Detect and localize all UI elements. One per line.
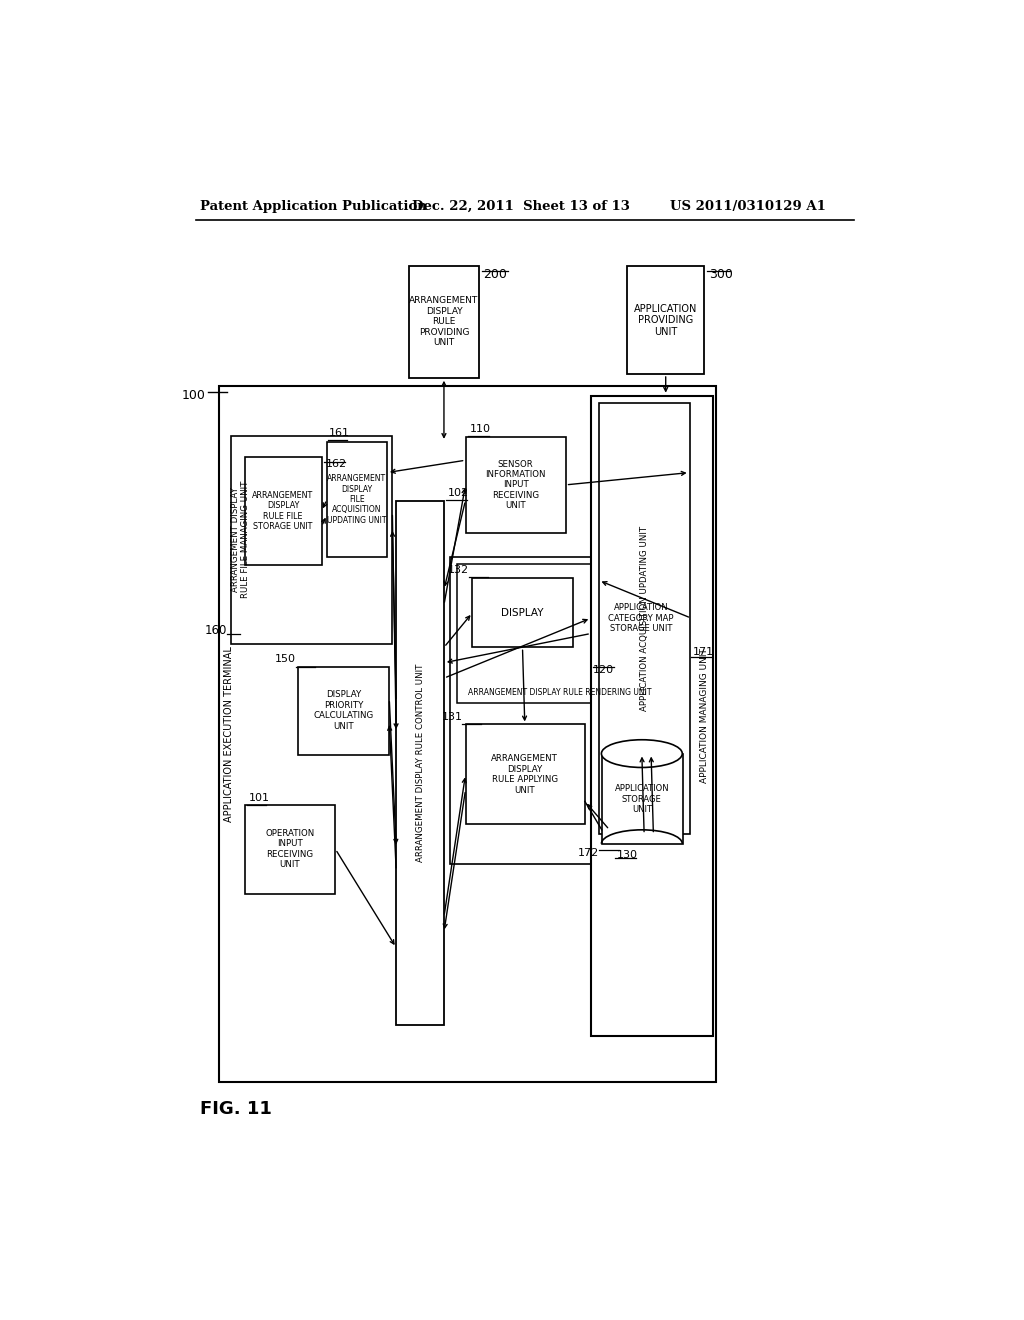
Text: ARRANGEMENT
DISPLAY
RULE APPLYING
UNIT: ARRANGEMENT DISPLAY RULE APPLYING UNIT (492, 754, 558, 795)
Bar (410, 267, 478, 378)
Bar (599, 404, 689, 834)
Text: ARRANGEMENT
DISPLAY
RULE FILE
STORAGE UNIT: ARRANGEMENT DISPLAY RULE FILE STORAGE UN… (252, 491, 313, 531)
Text: 200: 200 (483, 268, 507, 281)
Text: 300: 300 (709, 268, 733, 281)
Text: FIG. 11: FIG. 11 (200, 1101, 271, 1118)
Bar (472, 578, 572, 647)
Bar (628, 267, 705, 374)
Text: Dec. 22, 2011  Sheet 13 of 13: Dec. 22, 2011 Sheet 13 of 13 (412, 199, 630, 213)
Text: 102: 102 (447, 488, 469, 498)
Text: APPLICATION
CATEGORY MAP
STORAGE UNIT: APPLICATION CATEGORY MAP STORAGE UNIT (608, 603, 674, 634)
Text: 130: 130 (616, 850, 637, 859)
Bar (230, 436, 392, 644)
Bar (466, 725, 585, 825)
Bar (245, 805, 336, 894)
Text: APPLICATION EXECUTION TERMINAL: APPLICATION EXECUTION TERMINAL (224, 645, 234, 821)
Text: 132: 132 (449, 565, 469, 576)
Text: OPERATION
INPUT
RECEIVING
UNIT: OPERATION INPUT RECEIVING UNIT (265, 829, 314, 869)
Bar (327, 442, 387, 557)
Bar (451, 557, 611, 863)
Text: DISPLAY
PRIORITY
CALCULATING
UNIT: DISPLAY PRIORITY CALCULATING UNIT (313, 690, 374, 730)
Bar (219, 385, 716, 1082)
Bar (298, 667, 389, 755)
Text: DISPLAY: DISPLAY (501, 607, 544, 618)
Text: 172: 172 (578, 847, 599, 858)
Bar (602, 754, 683, 843)
Text: Patent Application Publication: Patent Application Publication (200, 199, 427, 213)
Text: SENSOR
INFORMATION
INPUT
RECEIVING
UNIT: SENSOR INFORMATION INPUT RECEIVING UNIT (485, 459, 546, 511)
Text: ARRANGEMENT DISPLAY
RULE FILE MANAGING UNIT: ARRANGEMENT DISPLAY RULE FILE MANAGING U… (231, 480, 251, 598)
Text: 160: 160 (205, 624, 226, 638)
Text: US 2011/0310129 A1: US 2011/0310129 A1 (670, 199, 825, 213)
Text: APPLICATION
PROVIDING
UNIT: APPLICATION PROVIDING UNIT (634, 304, 697, 337)
Text: 101: 101 (249, 793, 269, 803)
Text: 162: 162 (326, 459, 346, 469)
Text: ARRANGEMENT
DISPLAY
FILE
ACQUISITION
UPDATING UNIT: ARRANGEMENT DISPLAY FILE ACQUISITION UPD… (328, 474, 387, 525)
Bar (466, 437, 565, 533)
Ellipse shape (601, 739, 682, 767)
Text: 110: 110 (470, 424, 492, 434)
Bar (591, 573, 691, 664)
Text: ARRANGEMENT DISPLAY RULE CONTROL UNIT: ARRANGEMENT DISPLAY RULE CONTROL UNIT (416, 664, 425, 862)
Text: 100: 100 (181, 388, 205, 401)
Text: ARRANGEMENT DISPLAY RULE RENDERING UNIT: ARRANGEMENT DISPLAY RULE RENDERING UNIT (468, 688, 651, 697)
Text: 150: 150 (275, 655, 296, 664)
Text: 131: 131 (441, 711, 463, 722)
Bar (457, 564, 605, 702)
Text: APPLICATION
STORAGE
UNIT: APPLICATION STORAGE UNIT (614, 784, 669, 814)
Text: APPLICATION MANAGING UNIT: APPLICATION MANAGING UNIT (700, 648, 710, 783)
Text: APPLICATION ACQUISITION UPDATING UNIT: APPLICATION ACQUISITION UPDATING UNIT (640, 527, 648, 711)
Text: ARRANGEMENT
DISPLAY
RULE
PROVIDING
UNIT: ARRANGEMENT DISPLAY RULE PROVIDING UNIT (410, 297, 478, 347)
Text: 171: 171 (692, 647, 714, 657)
Text: 120: 120 (593, 665, 613, 675)
Bar (245, 457, 322, 565)
Bar (591, 396, 713, 1036)
Text: 161: 161 (329, 428, 349, 438)
Bar (396, 502, 444, 1024)
